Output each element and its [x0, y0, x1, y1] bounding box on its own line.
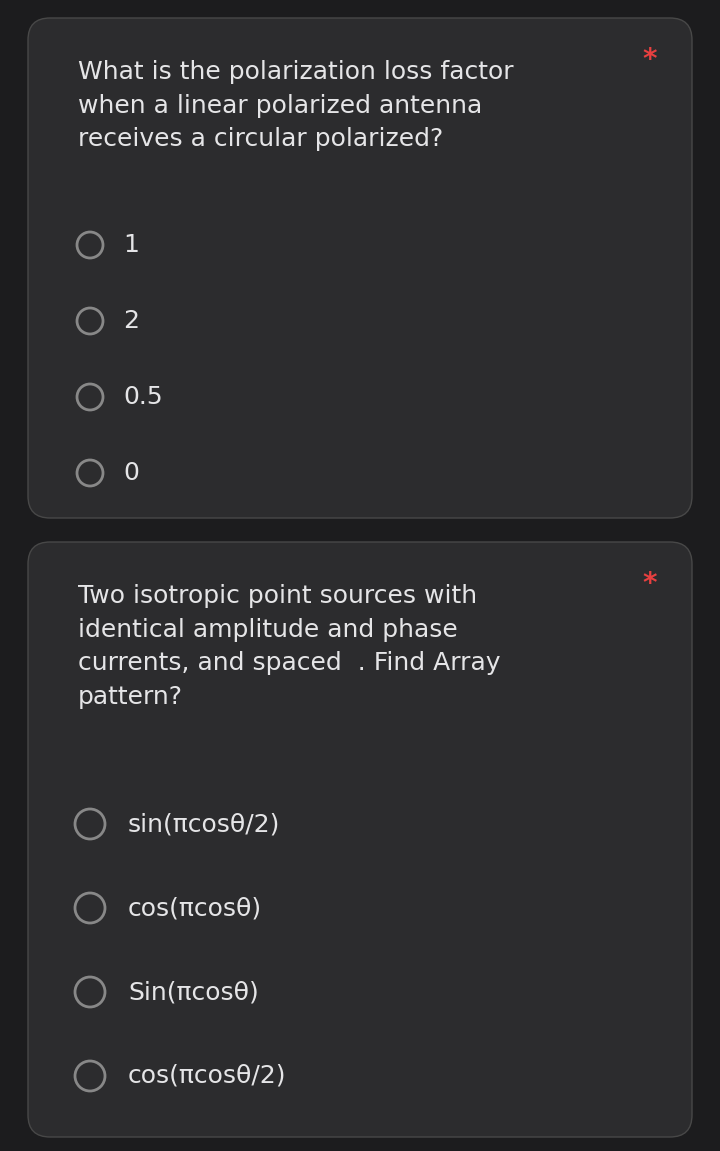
Text: 0.5: 0.5 [123, 384, 163, 409]
FancyBboxPatch shape [28, 18, 692, 518]
Text: 2: 2 [123, 308, 139, 333]
Text: cos(πcosθ): cos(πcosθ) [128, 895, 262, 920]
Text: *: * [643, 46, 657, 74]
Text: 0: 0 [123, 462, 139, 485]
Text: What is the polarization loss factor
when a linear polarized antenna
receives a : What is the polarization loss factor whe… [78, 60, 513, 151]
Text: 1: 1 [123, 233, 139, 257]
FancyBboxPatch shape [28, 542, 692, 1137]
Text: Sin(πcosθ): Sin(πcosθ) [128, 980, 258, 1004]
Text: sin(πcosθ/2): sin(πcosθ/2) [128, 811, 280, 836]
Text: Two isotropic point sources with
identical amplitude and phase
currents, and spa: Two isotropic point sources with identic… [78, 584, 500, 709]
Text: cos(πcosθ/2): cos(πcosθ/2) [128, 1064, 287, 1088]
Text: *: * [643, 570, 657, 599]
